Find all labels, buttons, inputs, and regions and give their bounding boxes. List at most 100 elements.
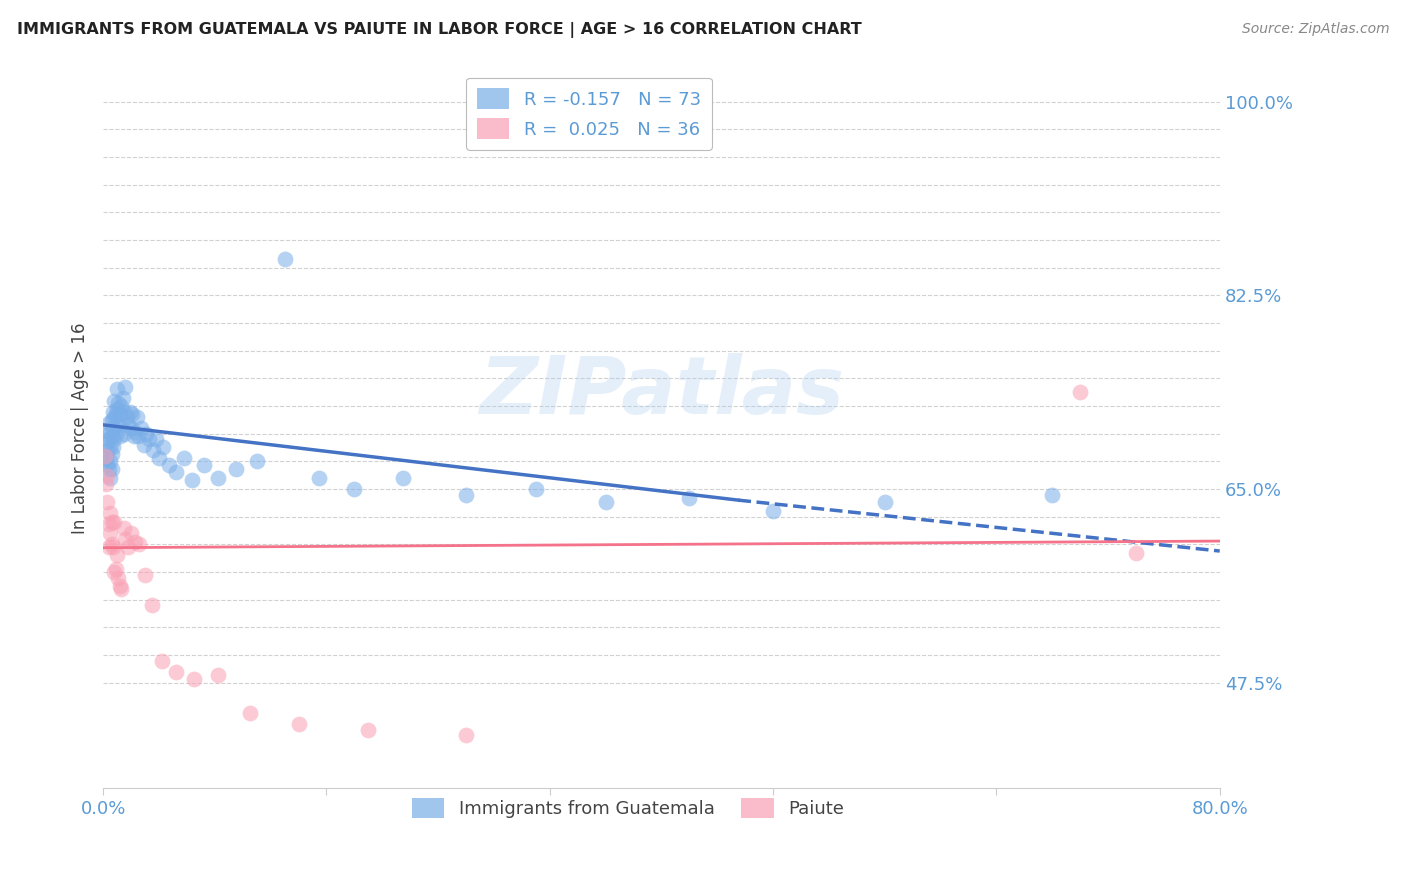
Point [762, 504, 785, 518]
Point [101, 440, 124, 454]
Point [112, 404, 135, 418]
Point [129, 421, 152, 435]
Point [454, 487, 477, 501]
Point [225, 462, 247, 476]
Point [98, 454, 121, 468]
Point [239, 706, 262, 720]
Point [135, 426, 157, 441]
Point [100, 447, 122, 461]
Point [101, 421, 124, 435]
Point [107, 571, 129, 585]
Point [107, 395, 129, 409]
Point [873, 495, 896, 509]
Point [93, 449, 115, 463]
Point [110, 399, 132, 413]
Point [111, 392, 134, 406]
Point [108, 579, 131, 593]
Point [181, 473, 204, 487]
Point [103, 432, 125, 446]
Point [112, 521, 135, 535]
Point [524, 482, 547, 496]
Point [98, 507, 121, 521]
Point [110, 582, 132, 596]
Point [193, 458, 215, 472]
Point [96, 443, 118, 458]
Point [115, 410, 138, 425]
Point [98, 526, 121, 541]
Point [114, 532, 136, 546]
Point [98, 425, 121, 439]
Legend: Immigrants from Guatemala, Paiute: Immigrants from Guatemala, Paiute [405, 790, 852, 826]
Point [1040, 487, 1063, 501]
Point [94, 435, 117, 450]
Point [100, 413, 122, 427]
Point [392, 471, 415, 485]
Point [96, 426, 118, 441]
Point [120, 526, 142, 541]
Point [287, 716, 309, 731]
Point [121, 407, 143, 421]
Point [94, 476, 117, 491]
Point [105, 549, 128, 563]
Point [343, 482, 366, 496]
Point [357, 723, 380, 738]
Point [127, 429, 149, 443]
Point [134, 568, 156, 582]
Point [96, 468, 118, 483]
Point [308, 471, 330, 485]
Point [157, 458, 180, 472]
Point [107, 416, 129, 430]
Point [595, 495, 617, 509]
Point [97, 462, 120, 476]
Point [98, 440, 121, 454]
Point [273, 252, 295, 266]
Point [100, 515, 122, 529]
Point [1069, 384, 1091, 399]
Point [108, 407, 131, 421]
Point [100, 429, 122, 443]
Point [98, 471, 121, 485]
Point [103, 515, 125, 529]
Text: ZIPatlas: ZIPatlas [479, 353, 844, 431]
Point [120, 421, 142, 435]
Point [148, 451, 170, 466]
Point [101, 540, 124, 554]
Point [124, 425, 146, 439]
Point [97, 517, 120, 532]
Point [165, 466, 187, 480]
Point [96, 458, 118, 472]
Point [93, 449, 115, 463]
Point [96, 495, 118, 509]
Point [141, 599, 163, 613]
Point [132, 438, 155, 452]
Point [110, 417, 132, 432]
Point [1125, 546, 1147, 560]
Point [108, 429, 131, 443]
Point [97, 432, 120, 446]
Point [94, 451, 117, 466]
Point [103, 565, 125, 579]
Point [100, 462, 122, 476]
Point [142, 443, 165, 458]
Point [118, 404, 141, 418]
Point [165, 665, 187, 679]
Point [207, 471, 229, 485]
Point [183, 673, 205, 687]
Text: Source: ZipAtlas.com: Source: ZipAtlas.com [1241, 22, 1389, 37]
Point [104, 426, 127, 441]
Point [117, 540, 139, 554]
Point [100, 537, 122, 551]
Point [678, 491, 700, 505]
Point [145, 432, 167, 446]
Text: IMMIGRANTS FROM GUATEMALA VS PAIUTE IN LABOR FORCE | AGE > 16 CORRELATION CHART: IMMIGRANTS FROM GUATEMALA VS PAIUTE IN L… [17, 22, 862, 38]
Point [117, 417, 139, 432]
Point [207, 668, 229, 682]
Point [454, 728, 477, 742]
Point [138, 432, 160, 446]
Point [104, 407, 127, 421]
Point [150, 654, 173, 668]
Point [114, 380, 136, 394]
Point [105, 383, 128, 397]
Point [103, 410, 125, 425]
Point [97, 416, 120, 430]
